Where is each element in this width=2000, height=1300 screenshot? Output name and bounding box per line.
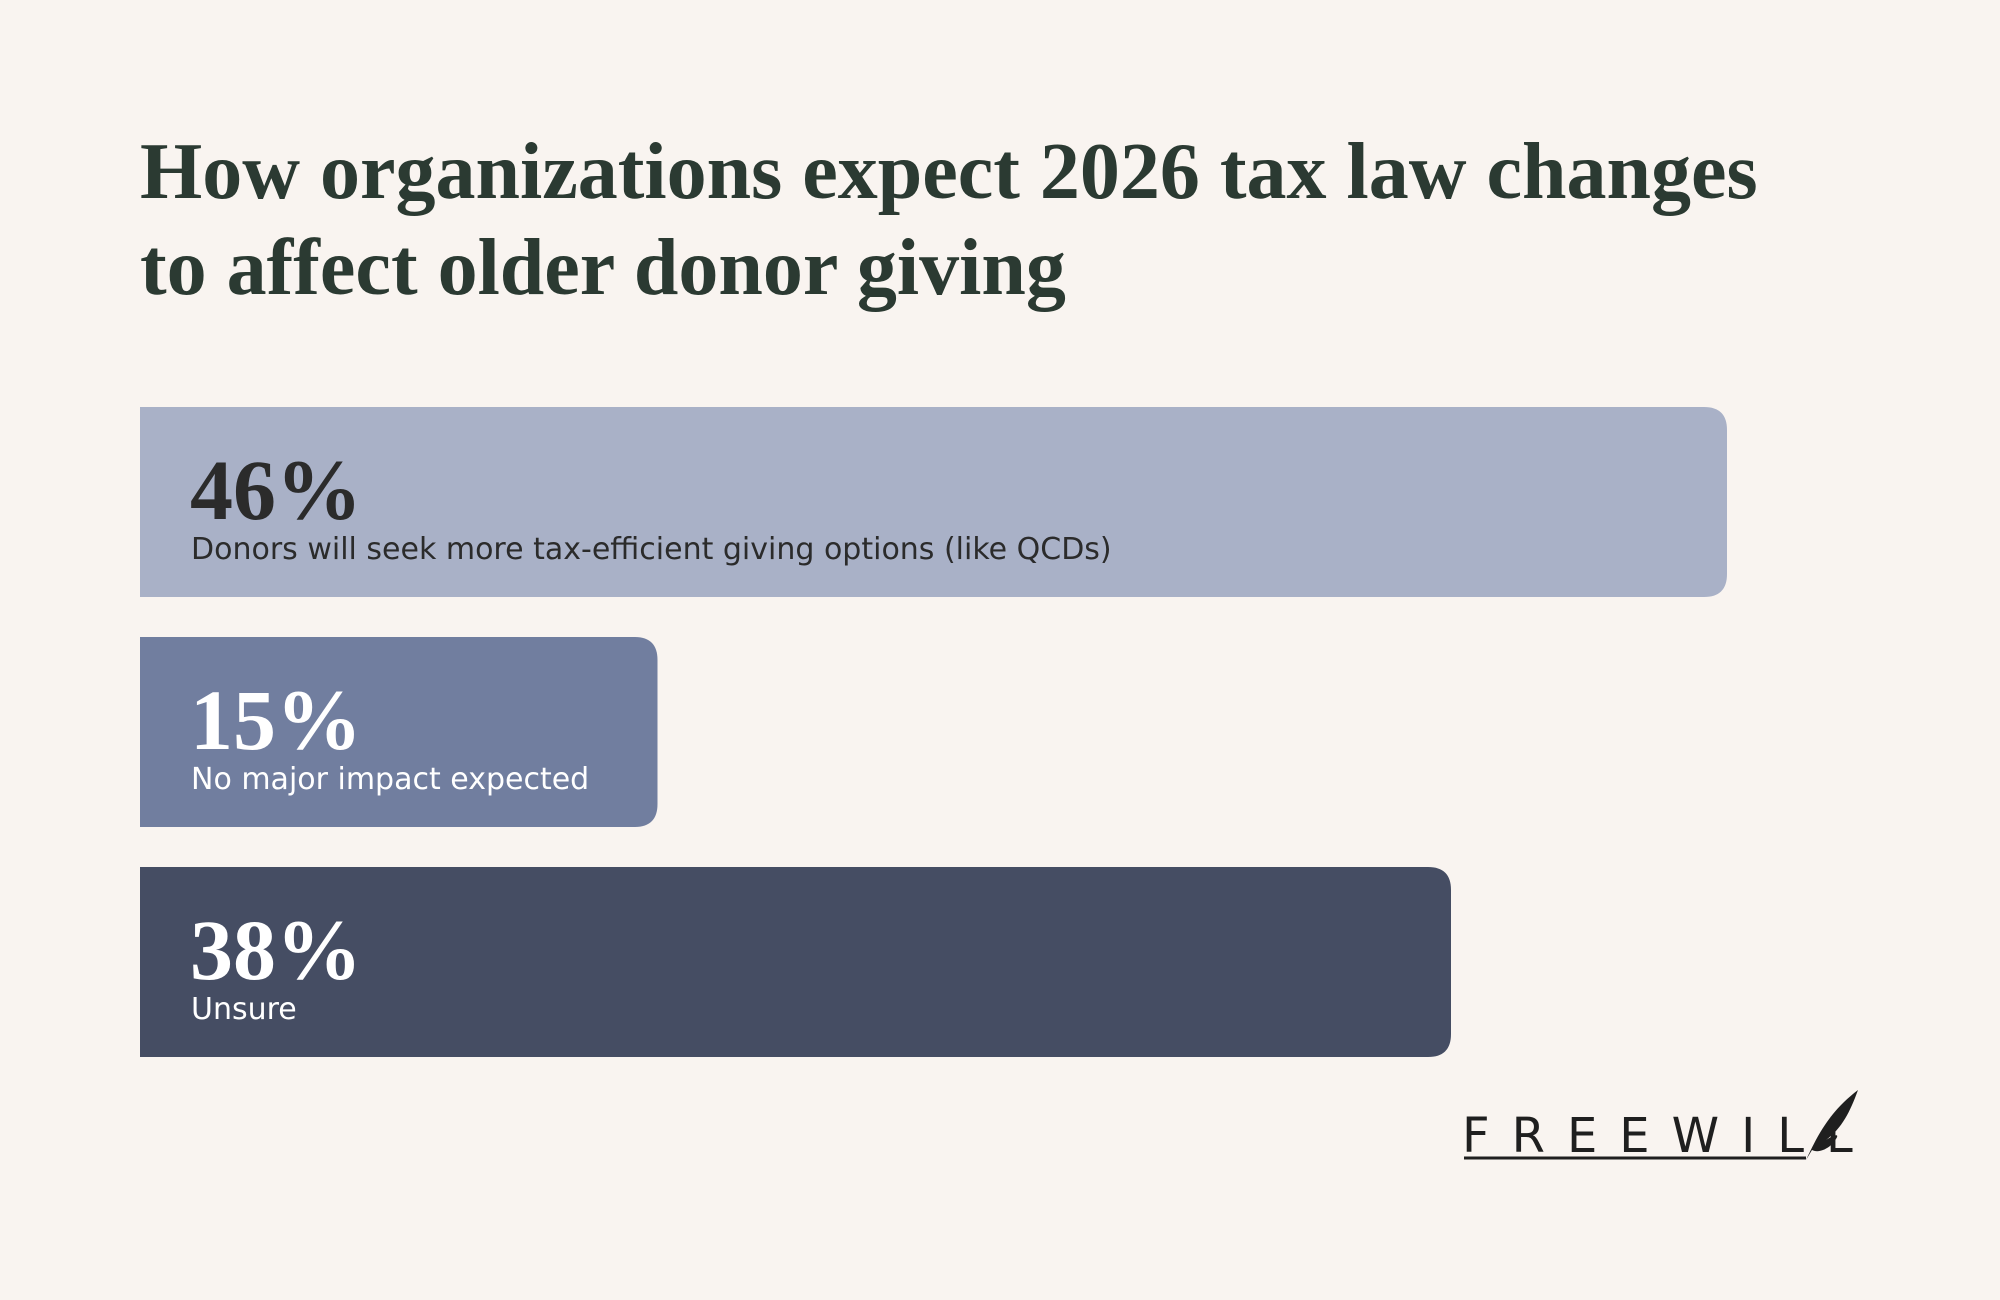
- logo: FREEWILL: [1462, 1090, 1875, 1164]
- value-label: 38%: [190, 902, 362, 998]
- category-label: No major impact expected: [191, 762, 589, 797]
- category-label: Unsure: [191, 992, 297, 1027]
- bar: [140, 637, 658, 827]
- logo-feather: [1806, 1090, 1858, 1160]
- chart-title: How organizations expect 2026 tax law ch…: [140, 128, 1758, 312]
- value-label: 46%: [190, 442, 362, 538]
- logo-text: FREEWILL: [1462, 1108, 1875, 1164]
- bar: [140, 867, 1451, 1057]
- bar: [140, 407, 1727, 597]
- value-label: 15%: [190, 672, 362, 768]
- category-label: Donors will seek more tax-efficient givi…: [191, 532, 1112, 567]
